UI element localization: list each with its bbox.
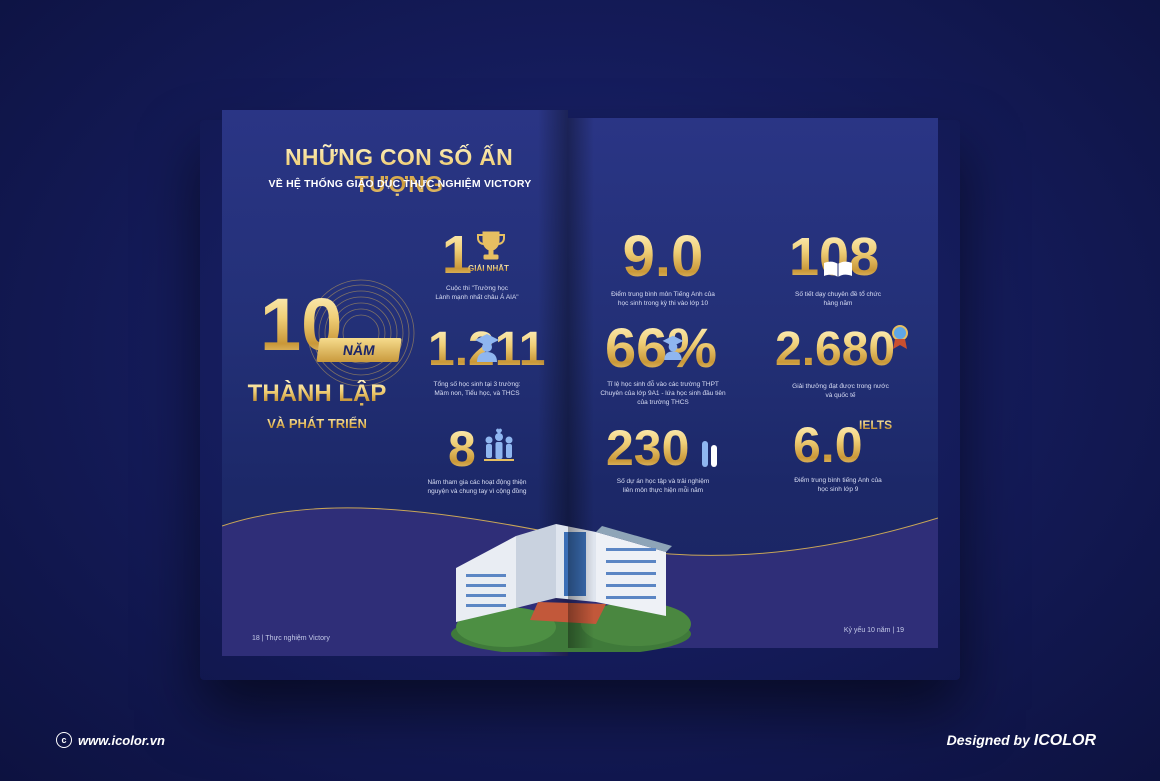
stat-desc-line: Số tiết dạy chuyên đề tổ chức (794, 291, 881, 298)
stat-desc: Số dự án học tập và trải nghiệm liên môn… (578, 477, 748, 495)
stat-desc-line: Tỉ lệ học sinh đỗ vào các trường THPT (607, 381, 719, 388)
graduate-icon (475, 334, 499, 362)
stat-desc-line: Tổng số học sinh tại 3 trường: (433, 381, 521, 388)
anniversary-ribbon: NĂM (316, 338, 402, 362)
stat-value: 8 (448, 421, 476, 477)
stat-desc-line: và quốc tế (825, 392, 856, 400)
stat-desc: Tỉ lệ học sinh đỗ vào các trường THPT Ch… (573, 380, 753, 407)
stat-desc-line: học sinh trong kỳ thi vào lớp 10 (617, 300, 709, 308)
brand-name: ICOLOR (1033, 732, 1096, 749)
stat-value: 1 (442, 225, 473, 285)
stat-desc-line: Lành mạnh nhất châu Á AIA" (435, 294, 519, 302)
stat-desc-line: Điểm trung bình tiếng Anh của (794, 477, 882, 484)
stat-desc-line: học sinh lớp 9 (817, 486, 859, 494)
stat-desc: Điểm trung bình môn Tiếng Anh của học si… (578, 290, 748, 308)
stat-desc-line: liên môn thực hiện mỗi năm (622, 487, 704, 495)
stat-desc: Giải thưởng đạt được trong nước và quốc … (753, 382, 928, 400)
stat-desc-line: hàng năm (823, 300, 853, 308)
stat-badge: IELTS (859, 418, 893, 432)
stat-students: 1.211 Tổng số học sinh tại 3 trường: Mầm… (402, 326, 552, 398)
page-title: NHỮNG CON SỐ ẤN TƯỢNG (254, 144, 544, 198)
stat-desc-line: Chuyên của lớp 9A1 - lứa học sinh đầu ti… (600, 390, 726, 398)
book-icon (824, 261, 852, 277)
stat-english-score: 9.0 Điểm trung bình môn Tiếng Anh của họ… (578, 228, 748, 308)
stat-badge: GIẢI NHẤT (468, 264, 509, 273)
anniversary-badge: 10 NĂM (260, 279, 415, 408)
page-number-left: 18 | Thực nghiệm Victory (252, 635, 330, 642)
page-subtitle: VỀ HỆ THỐNG GIÁO DỤC THỰC NGHIỆM VICTORY (268, 178, 532, 190)
left-page: NHỮNG CON SỐ ẤN TƯỢNG VỀ HỆ THỐNG GIÁO D… (222, 110, 568, 656)
stat-desc: Số tiết dạy chuyên đề tổ chức hàng năm (753, 290, 923, 308)
designer-credit: Designed by ICOLOR (947, 732, 1096, 750)
stat-lessons: 108 Số tiết dạy chuyên đề tổ chức hàng n… (753, 230, 923, 308)
stat-value: 230 (606, 420, 690, 476)
stat-desc-line: Năm tham gia các hoạt động thiện (427, 479, 527, 486)
stat-desc-line: Cuộc thi "Trường học (446, 285, 508, 292)
stat-first-prize: 1 GIẢI NHẤT Cuộc thi "Trường học Lành mạ… (402, 228, 552, 302)
stat-gifted-admission: 66% Tỉ lệ học sinh đỗ vào các trường THP… (573, 320, 753, 407)
stat-awards: 2.680 Giải thưởng đạt được trong nước và… (753, 324, 928, 400)
website-link[interactable]: www.icolor.vn (78, 732, 165, 748)
stat-desc: Tổng số học sinh tại 3 trường: Mầm non, … (402, 380, 552, 398)
trophy-icon (477, 231, 505, 260)
stat-value: 9.0 (578, 228, 748, 286)
graduate-icon (662, 335, 684, 360)
stat-value: 2.680 (775, 323, 896, 376)
stat-charity-years: 8 Năm tham gia các hoạt động thiện nguyệ… (402, 424, 552, 496)
copyright-icon: c (56, 732, 72, 748)
tubes-icon (702, 441, 717, 467)
stat-desc-line: Mầm non, Tiểu học, và THCS (434, 390, 520, 398)
stat-desc: Điểm trung bình tiếng Anh của học sinh l… (753, 476, 923, 494)
stat-desc: Năm tham gia các hoạt động thiện nguyện … (402, 478, 552, 496)
anniversary-line2: VÀ PHÁT TRIỂN (242, 416, 392, 431)
stat-desc-line: của trường THCS (637, 399, 689, 407)
stat-desc-line: Giải thưởng đạt được trong nước (792, 383, 889, 390)
stat-ielts: 6.0 IELTS Điểm trung bình tiếng Anh của … (753, 418, 923, 494)
stat-desc: Cuộc thi "Trường học Lành mạnh nhất châu… (402, 284, 552, 302)
stat-desc-line: Điểm trung bình môn Tiếng Anh của (611, 291, 715, 298)
community-icon (484, 428, 514, 461)
rings-decoration-icon (307, 279, 415, 387)
stat-value: 66% (605, 316, 718, 379)
stat-value: 6.0 (793, 417, 863, 473)
medal-icon (892, 325, 908, 349)
designed-by-label: Designed by (946, 732, 1030, 748)
stat-desc-line: nguyện và chung tay vì cộng đồng (427, 488, 527, 496)
anniversary-line1: THÀNH LẬP (242, 380, 392, 408)
stat-desc-line: Số dự án học tập và trải nghiệm (616, 478, 710, 485)
website-credit: c www.icolor.vn (56, 732, 165, 748)
page-number-right: Kỷ yếu 10 năm | 19 (843, 627, 904, 634)
stat-projects: 230 Số dự án học tập và trải nghiệm liên… (578, 423, 748, 495)
